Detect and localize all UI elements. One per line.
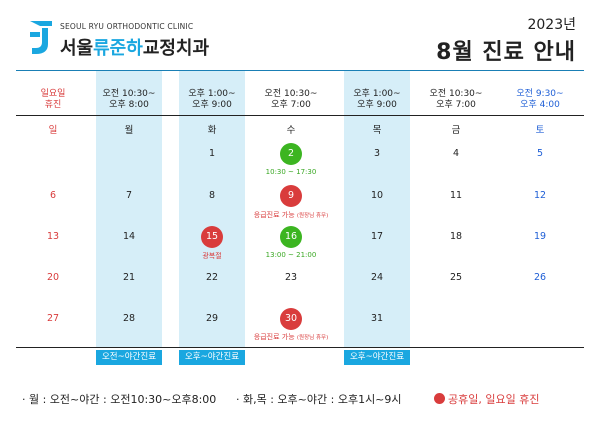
calendar-day: 7	[125, 190, 133, 201]
clinic-name-ko-3: 교정치과	[142, 38, 210, 59]
hours-mon: 오전 10:30~ 오후 8:00	[102, 89, 156, 110]
monday-tag: 오전~야간진료	[96, 350, 162, 365]
hours-sat: 오전 9:30~ 오후 4:00	[516, 89, 564, 110]
dow-wed: 수	[286, 125, 296, 136]
dow-fri: 금	[451, 125, 461, 136]
calendar-day: 17	[370, 231, 384, 242]
legend-holiday: 공휴일, 일요일 휴진	[434, 391, 539, 407]
monday-column-highlight	[96, 71, 162, 347]
legend-monday: · 월 : 오전~야간 : 오전10:30~오후8:00	[22, 393, 217, 406]
calendar-day: 19	[533, 231, 547, 242]
calendar-day: 22	[205, 272, 219, 283]
calendar-day: 4	[452, 148, 460, 159]
clinic-logo-icon	[30, 21, 52, 54]
calendar-day-highlighted: 9	[280, 185, 302, 207]
calendar-day: 27	[46, 313, 60, 324]
thursday-tag: 오후~야간진료	[344, 350, 410, 365]
calendar-day: 11	[449, 190, 463, 201]
calendar-day-highlighted: 16	[280, 226, 302, 248]
dow-sun: 일	[48, 125, 58, 136]
hours-thu: 오후 1:00~ 오후 9:00	[353, 89, 401, 110]
dow-thu: 목	[372, 125, 382, 136]
day-note: 응급진료 가능 (원장님 휴무)	[253, 211, 329, 219]
page-title: 8월 진료 안내	[436, 40, 576, 65]
calendar-day: 18	[449, 231, 463, 242]
dow-tue: 화	[207, 125, 217, 136]
calendar-day-highlighted: 2	[280, 143, 302, 165]
tuesday-tag: 오후~야간진료	[179, 350, 245, 365]
calendar-day: 20	[46, 272, 60, 283]
calendar-day: 8	[208, 190, 216, 201]
calendar-day: 13	[46, 231, 60, 242]
bottom-divider	[16, 347, 584, 348]
thursday-column-highlight	[344, 71, 410, 347]
hours-wed: 오전 10:30~ 오후 7:00	[264, 89, 318, 110]
calendar-day: 21	[122, 272, 136, 283]
clinic-name-ko: 서울류준하교정치과	[60, 34, 209, 60]
calendar-day: 28	[122, 313, 136, 324]
calendar-day: 12	[533, 190, 547, 201]
clinic-name-en: SEOUL RYU ORTHODONTIC CLINIC	[60, 22, 194, 31]
legend-tue-thu: · 화,목 : 오후~야간 : 오후1시~9시	[236, 393, 402, 406]
day-note: 광복절	[202, 252, 222, 260]
calendar-day: 6	[49, 190, 57, 201]
red-dot-icon	[434, 393, 445, 404]
dow-mon: 월	[124, 125, 134, 136]
calendar-day: 5	[536, 148, 544, 159]
dow-sat: 토	[535, 125, 545, 136]
clinic-name-ko-2: 류준하	[93, 38, 143, 59]
calendar-day: 25	[449, 272, 463, 283]
clinic-name-ko-1: 서울	[60, 38, 94, 59]
calendar-day: 26	[533, 272, 547, 283]
day-note: 13:00 ~ 21:00	[265, 251, 317, 259]
calendar-day-highlighted: 30	[280, 308, 302, 330]
calendar-day: 1	[208, 148, 216, 159]
day-note: 응급진료 가능 (원장님 휴무)	[253, 333, 329, 341]
calendar-day: 3	[373, 148, 381, 159]
top-divider	[16, 70, 584, 71]
tuesday-column-highlight	[179, 71, 245, 347]
calendar-day: 24	[370, 272, 384, 283]
hours-fri: 오전 10:30~ 오후 7:00	[429, 89, 483, 110]
calendar-day: 31	[370, 313, 384, 324]
day-note: 10:30 ~ 17:30	[265, 168, 317, 176]
calendar-day: 14	[122, 231, 136, 242]
calendar-day: 23	[284, 272, 298, 283]
calendar-day: 29	[205, 313, 219, 324]
header-divider	[16, 115, 584, 116]
calendar-day-highlighted: 15	[201, 226, 223, 248]
hours-sun: 일요일 휴진	[40, 89, 66, 110]
calendar-day: 10	[370, 190, 384, 201]
year-label: 2023년	[527, 17, 576, 33]
hours-tue: 오후 1:00~ 오후 9:00	[188, 89, 236, 110]
